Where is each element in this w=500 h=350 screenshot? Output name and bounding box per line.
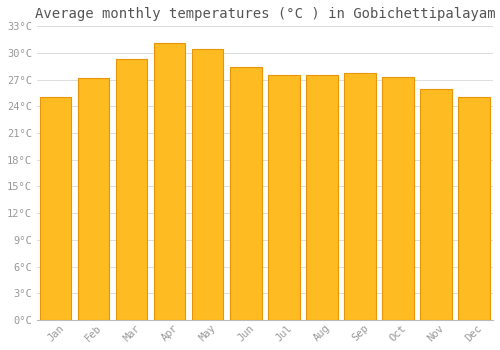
Bar [344, 72, 376, 320]
Bar [192, 49, 224, 320]
Bar [116, 59, 148, 320]
Bar [458, 97, 490, 320]
Bar [230, 67, 262, 320]
Bar [154, 43, 186, 320]
Bar [306, 75, 338, 320]
Bar [40, 97, 72, 320]
Title: Average monthly temperatures (°C ) in Gobichettipalayam: Average monthly temperatures (°C ) in Go… [34, 7, 495, 21]
Bar [382, 77, 414, 320]
Bar [420, 89, 452, 320]
Bar [78, 78, 110, 320]
Bar [268, 75, 300, 320]
